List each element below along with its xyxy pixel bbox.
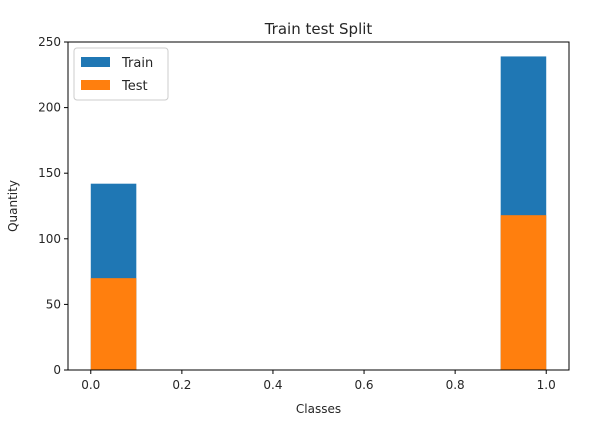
y-tick-label: 250 bbox=[38, 35, 61, 49]
x-tick-label: 0.6 bbox=[354, 378, 373, 392]
y-tick-label: 150 bbox=[38, 166, 61, 180]
x-axis-label: Classes bbox=[296, 402, 341, 416]
x-tick-label: 0.8 bbox=[446, 378, 465, 392]
legend-swatch-test bbox=[81, 80, 110, 90]
legend: Train Test bbox=[73, 47, 169, 101]
bar-test-0 bbox=[90, 278, 137, 370]
y-tick-label: 50 bbox=[46, 297, 61, 311]
legend-swatch-train bbox=[81, 57, 110, 67]
y-axis-label: Quantity bbox=[6, 180, 20, 232]
x-tick-label: 0.2 bbox=[172, 378, 191, 392]
chart-title: Train test Split bbox=[264, 20, 373, 38]
legend-label-test: Test bbox=[121, 79, 148, 94]
y-tick-label: 100 bbox=[38, 232, 61, 246]
x-tick-label: 0.4 bbox=[263, 378, 282, 392]
y-tick-label: 0 bbox=[53, 363, 61, 377]
legend-box bbox=[73, 47, 169, 101]
y-axis-ticks: 0 50 100 150 200 250 bbox=[38, 35, 68, 377]
y-tick-label: 200 bbox=[38, 101, 61, 115]
x-tick-label: 1.0 bbox=[537, 378, 556, 392]
x-tick-label: 0.0 bbox=[81, 378, 100, 392]
bars-layer bbox=[90, 56, 547, 370]
bar-test-1 bbox=[500, 215, 547, 370]
legend-label-train: Train bbox=[121, 56, 153, 71]
x-axis-ticks: 0.0 0.2 0.4 0.6 0.8 1.0 bbox=[81, 370, 556, 392]
plot-frame bbox=[67, 41, 570, 371]
